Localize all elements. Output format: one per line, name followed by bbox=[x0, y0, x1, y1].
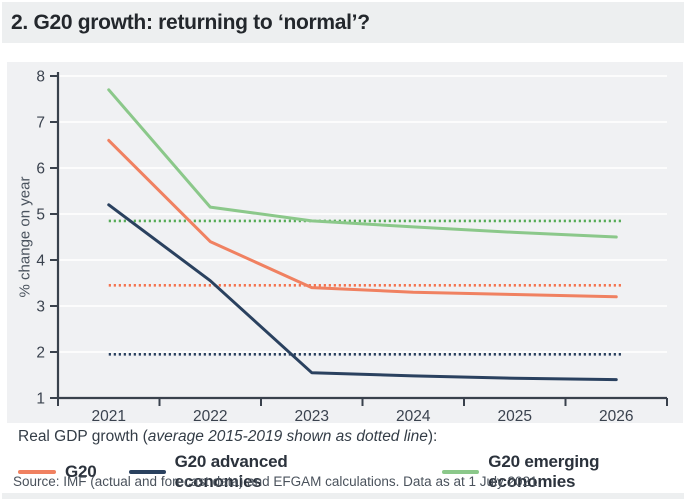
y-tick-label: 1 bbox=[36, 391, 45, 408]
legend-item: G20 advanced economies bbox=[128, 452, 375, 492]
y-tick-label: 5 bbox=[36, 207, 45, 224]
source-note: Source: IMF (actual and forecast data) a… bbox=[13, 474, 542, 489]
legend-label: G20 emerging economies bbox=[488, 452, 600, 491]
x-tick-label: 2021 bbox=[92, 408, 126, 423]
y-tick-label: 4 bbox=[36, 253, 45, 270]
chart-title: 2. G20 growth: returning to ‘normal’? bbox=[11, 10, 370, 34]
chart-panel: % change on year 1 2 3 4 5 6 7 8 2021 2022 2023 202… bbox=[7, 62, 683, 423]
legend-line-swatch bbox=[128, 470, 166, 474]
series-line bbox=[107, 138, 618, 299]
chart-caption: Real GDP growth (average 2015-2019 shown… bbox=[18, 428, 437, 446]
x-tick-label: 2025 bbox=[498, 408, 532, 423]
y-tick-label: 3 bbox=[36, 299, 45, 316]
legend: G20 G20 advanced economies G20 emerging ec… bbox=[18, 452, 686, 492]
chart-title-bar: 2. G20 growth: returning to ‘normal’? bbox=[2, 2, 684, 43]
y-tick-label: 8 bbox=[36, 69, 45, 86]
series-line bbox=[107, 203, 618, 382]
gdp-line-chart: 1 2 3 4 5 6 7 8 2021 2022 2023 2024 2025 2026 bbox=[36, 69, 668, 423]
y-tick-label: 2 bbox=[36, 345, 45, 362]
legend-item: G20 emerging economies bbox=[442, 452, 686, 492]
x-tick-label: 2026 bbox=[599, 408, 633, 423]
x-tick-label: 2023 bbox=[295, 408, 329, 423]
x-tick-label: 2022 bbox=[193, 408, 227, 423]
caption-italic: average 2015-2019 shown as dotted line bbox=[147, 428, 428, 445]
y-tick-label: 6 bbox=[36, 161, 45, 178]
bottom-divider-bar bbox=[2, 493, 684, 499]
legend-line-swatch bbox=[442, 470, 480, 474]
y-axis-title: % change on year bbox=[16, 176, 34, 298]
x-tick-label: 2024 bbox=[396, 408, 431, 423]
series-line bbox=[107, 88, 618, 239]
legend-line-swatch bbox=[18, 470, 56, 474]
legend-item: G20 bbox=[18, 462, 97, 482]
y-tick-label: 7 bbox=[36, 115, 45, 132]
caption-suffix: ): bbox=[427, 428, 438, 445]
legend-label: G20 advanced economies bbox=[174, 452, 288, 491]
caption-prefix: Real GDP growth ( bbox=[18, 428, 148, 445]
legend-label: G20 bbox=[65, 462, 97, 481]
